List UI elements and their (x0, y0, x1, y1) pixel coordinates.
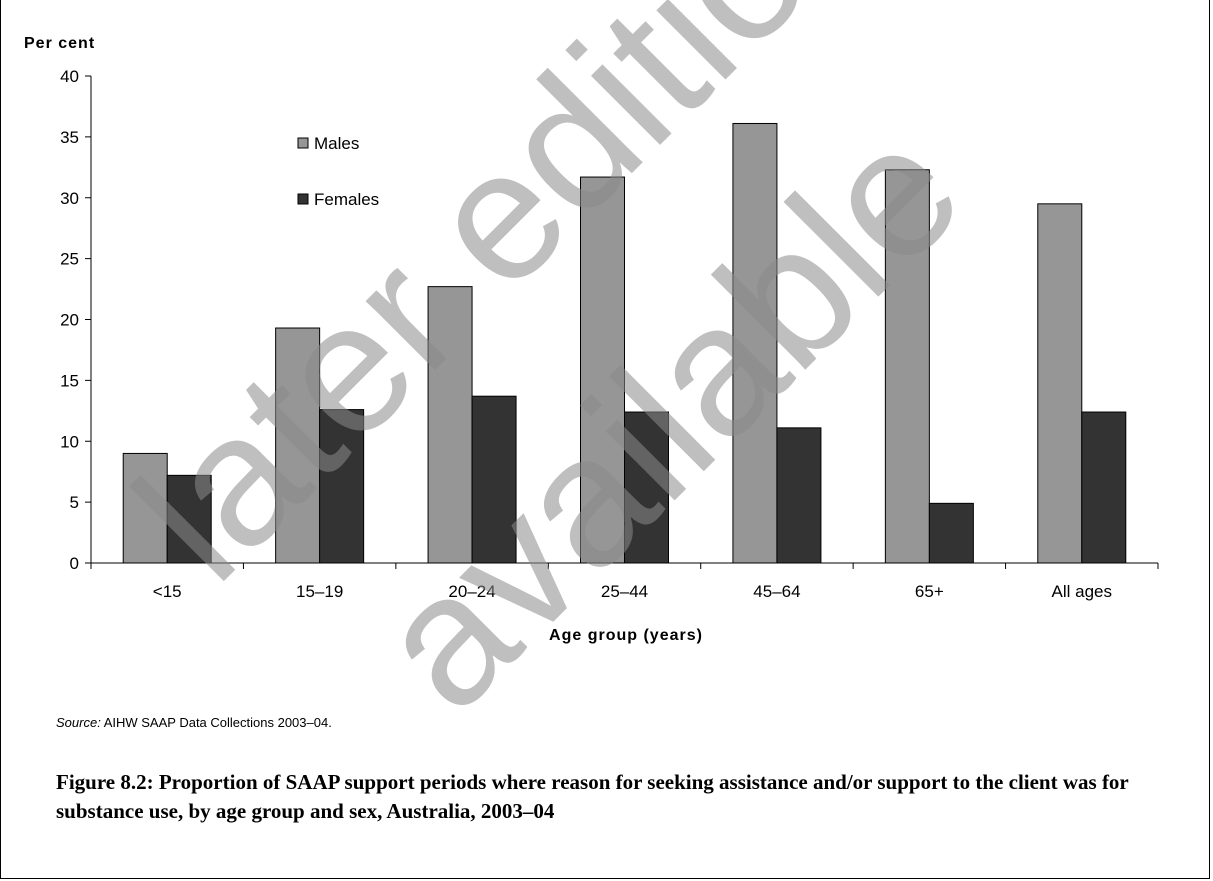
bar-males-1 (275, 327, 321, 564)
x-tick-label: <15 (153, 582, 182, 601)
y-tick-label: 40 (60, 67, 79, 86)
x-tick-label: 20–24 (448, 582, 495, 601)
source-note: Source: AIHW SAAP Data Collections 2003–… (56, 715, 332, 730)
bar-females-1 (319, 409, 365, 564)
bar-chart: Per cent Age group (years) 0 5 10 15 20 25 30 3… (24, 35, 1159, 644)
bar-males-4 (732, 122, 778, 564)
bar-females-3 (624, 411, 669, 564)
y-tick-label: 25 (60, 250, 79, 269)
legend-swatch-females (297, 193, 309, 205)
x-tick-label: 25–44 (601, 582, 648, 601)
bar-males-5 (884, 169, 930, 564)
bar-females-6 (1081, 411, 1127, 564)
y-tick-label: 10 (60, 432, 79, 451)
y-tick-label: 0 (70, 554, 79, 573)
bar-males-6 (1037, 203, 1083, 564)
y-tick-label: 15 (60, 371, 79, 390)
bar-males-3 (580, 176, 625, 564)
bar-females-2 (471, 395, 517, 564)
legend-swatch-males (297, 137, 309, 149)
x-axis-label: Age group (years) (549, 627, 703, 644)
x-tick-label: 65+ (915, 582, 944, 601)
y-tick-label: 5 (70, 493, 79, 512)
legend-label-males: Males (314, 134, 359, 153)
source-text: AIHW SAAP Data Collections 2003–04. (100, 715, 332, 730)
x-tick-label: 15–19 (296, 582, 343, 601)
y-tick-label: 35 (60, 128, 79, 147)
y-axis-label: Per cent (24, 35, 95, 52)
x-tick-label: All ages (1052, 582, 1112, 601)
x-tick-label: 45–64 (753, 582, 800, 601)
figure-caption: Figure 8.2: Proportion of SAAP support p… (56, 770, 1129, 823)
y-tick-label: 20 (60, 311, 79, 330)
source-label: Source: (56, 715, 101, 730)
bar-males-0 (122, 452, 168, 564)
bar-females-5 (928, 502, 974, 564)
legend-label-females: Females (314, 190, 379, 209)
bar-females-0 (166, 474, 212, 564)
y-tick-label: 30 (60, 189, 79, 208)
bar-females-4 (776, 427, 822, 564)
bar-males-2 (427, 286, 473, 564)
